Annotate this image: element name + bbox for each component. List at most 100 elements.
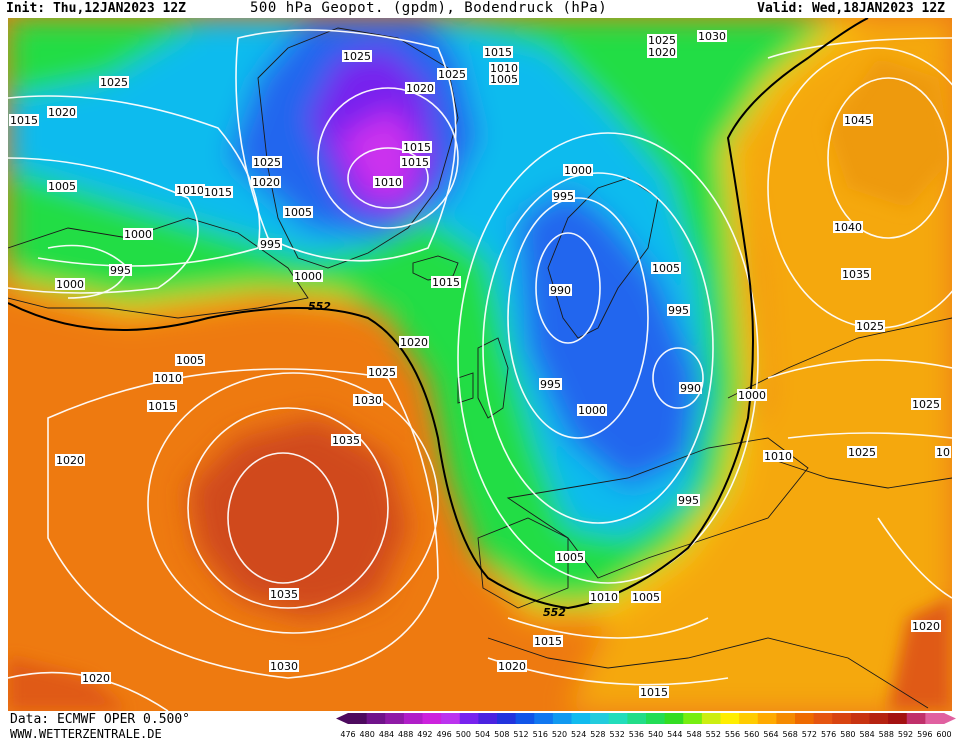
colorbar-tick-label: 536: [629, 730, 644, 739]
colorbar-tick-label: 496: [436, 730, 451, 739]
colorbar-tick-label: 572: [802, 730, 817, 739]
isobar-label-background: [55, 278, 85, 290]
colorbar-swatch: [813, 713, 833, 724]
colorbar-tick-label: 576: [821, 730, 836, 739]
isobar-label: 995: [678, 494, 699, 507]
colorbar-swatch: [850, 713, 871, 724]
isobar-label-background: [147, 400, 177, 412]
isobar-label: 995: [553, 190, 574, 203]
isobar-label: 1005: [284, 206, 312, 219]
isobar-label: 995: [110, 264, 131, 277]
isobar-label-background: [269, 588, 299, 600]
colorbar-swatch: [459, 713, 479, 724]
isobar-label-background: [81, 672, 111, 684]
isobar-label: 1015: [403, 141, 431, 154]
colorbar-swatch: [869, 713, 889, 724]
colorbar-tick-label: 560: [744, 730, 759, 739]
isobar-label: 1000: [578, 404, 606, 417]
colorbar-swatch: [627, 713, 647, 724]
isobar-label: 1020: [252, 176, 280, 189]
colorbar-swatch: [720, 713, 740, 724]
colorbar-swatch: [646, 713, 666, 724]
isobar-label: 1020: [648, 46, 676, 59]
isobar-label: 1015: [204, 186, 232, 199]
isobar-label-background: [563, 164, 593, 176]
isobar-label-background: [677, 494, 700, 506]
isobar-label-background: [402, 141, 432, 153]
colorbar-swatch: [590, 713, 610, 724]
colorbar-swatch: [608, 713, 628, 724]
isobar-label-background: [935, 446, 951, 458]
colorbar-tick-label: 588: [879, 730, 894, 739]
colorbar-swatch: [478, 713, 498, 724]
data-source-label: Data: ECMWF OPER 0.500°: [10, 712, 191, 727]
isobar-label: 1010: [590, 591, 618, 604]
isobar-label-background: [47, 106, 77, 118]
contour-552-label-south: 552: [543, 606, 566, 619]
isobar-label-background: [631, 591, 661, 603]
isobar-label: 1020: [48, 106, 76, 119]
contour-552-label: 552: [308, 300, 331, 313]
isobar-label: 1015: [640, 686, 668, 699]
isobar-label-background: [911, 620, 941, 632]
isobar-label-background: [251, 176, 281, 188]
isobar-label-background: [737, 389, 767, 401]
isobar-label: 1015: [534, 635, 562, 648]
isobar-label-background: [589, 591, 619, 603]
isobar-label-background: [911, 398, 941, 410]
isobar-label: 1025: [438, 68, 466, 81]
colorbar-swatch: [497, 713, 517, 724]
colorbar-tick-label: 564: [763, 730, 778, 739]
isobar-label: 1045: [844, 114, 872, 127]
colorbar-tick-label: 556: [725, 730, 740, 739]
isobar-label: 1000: [56, 278, 84, 291]
isobar-label: 1020: [912, 620, 940, 633]
isobar-label: 1025: [343, 50, 371, 63]
isobar-label: 1020: [400, 336, 428, 349]
isobar-label-background: [647, 34, 677, 46]
colorbar-tick-label: 524: [571, 730, 586, 739]
isobar-label: 1005: [176, 354, 204, 367]
isobar-label: 990: [680, 382, 701, 395]
isobar-label: 1000: [564, 164, 592, 177]
isobar-label-background: [843, 114, 873, 126]
colorbar-tick-label: 504: [475, 730, 490, 739]
website-label: WWW.WETTERZENTRALE.DE: [10, 727, 162, 741]
isobar-label-background: [252, 156, 282, 168]
colorbar-swatch: [888, 713, 908, 724]
isobar-label-background: [577, 404, 607, 416]
isobar-label-background: [437, 68, 467, 80]
isobar-label-background: [489, 62, 519, 74]
colorbar-tick-label: 540: [648, 730, 663, 739]
isobar-label: 10: [936, 446, 950, 459]
colorbar-tick-label: 492: [417, 730, 432, 739]
colorbar-tick-label: 520: [552, 730, 567, 739]
isobar-label-background: [203, 186, 233, 198]
colorbar-swatch: [832, 713, 852, 724]
isobar-label-background: [9, 114, 39, 126]
isobar-label: 1030: [354, 394, 382, 407]
colorbar-swatch: [441, 713, 461, 724]
isobar-label: 1015: [484, 46, 512, 59]
colorbar-tick-label: 500: [456, 730, 471, 739]
colorbar-tick-label: 580: [840, 730, 855, 739]
isobar-label-background: [269, 660, 299, 672]
isobar-label-background: [639, 686, 669, 698]
colorbar-swatch: [776, 713, 796, 724]
isobar-label-background: [763, 450, 793, 462]
isobar-label: 1015: [148, 400, 176, 413]
isobar-label-background: [367, 366, 397, 378]
isobar-label-background: [651, 262, 681, 274]
isobar-label-background: [331, 434, 361, 446]
colorbar-swatch: [906, 713, 926, 724]
colorbar-arrow-left: [336, 713, 348, 724]
isobar-label-background: [293, 270, 323, 282]
isobar-label-background: [47, 180, 77, 192]
isobar-label: 1020: [56, 454, 84, 467]
isobar-label: 1020: [82, 672, 110, 685]
colorbar-tick-label: 552: [706, 730, 721, 739]
colorbar-swatch: [701, 713, 722, 724]
colorbar-swatch: [366, 713, 386, 724]
isobar-label-background: [855, 320, 885, 332]
colorbar-swatch: [515, 713, 535, 724]
